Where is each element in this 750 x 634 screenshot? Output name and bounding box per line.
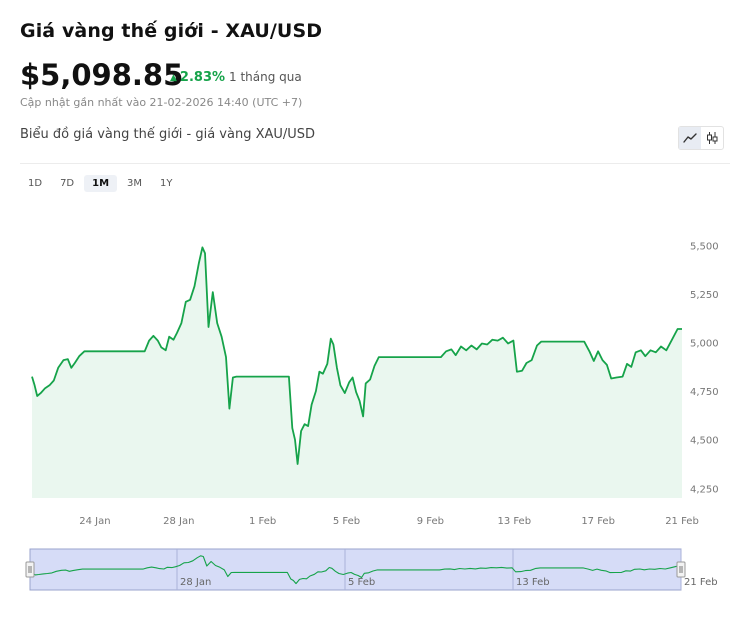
handle-body bbox=[25, 561, 35, 578]
x-tick-label: 13 Feb bbox=[497, 516, 531, 527]
navigator-label: 21 Feb bbox=[684, 577, 718, 588]
x-tick-label: 17 Feb bbox=[581, 516, 615, 527]
price-area bbox=[32, 247, 682, 498]
chart-subtitle: Biểu đồ giá vàng thế giới - giá vàng XAU… bbox=[20, 127, 316, 142]
navigator-label: 28 Jan bbox=[180, 577, 211, 588]
chart-type-toggle bbox=[678, 126, 724, 150]
navigator-label: 13 Feb bbox=[516, 577, 550, 588]
candlestick-icon bbox=[707, 132, 718, 144]
x-tick-label: 1 Feb bbox=[249, 516, 276, 527]
navigator-right-handle[interactable] bbox=[676, 561, 686, 578]
header-divider bbox=[20, 163, 730, 164]
range-button-1d[interactable]: 1D bbox=[28, 178, 43, 189]
navigator-label: 5 Feb bbox=[348, 577, 375, 588]
y-tick-label: 5,500 bbox=[690, 241, 719, 252]
range-button-1y[interactable]: 1Y bbox=[160, 178, 173, 189]
x-tick-label: 21 Feb bbox=[665, 516, 699, 527]
last-updated: Cập nhật gần nhất vào 21-02-2026 14:40 (… bbox=[20, 96, 303, 109]
y-tick-label: 4,500 bbox=[690, 436, 719, 447]
price-change: ▲ 2.83% 1 tháng qua bbox=[170, 70, 302, 85]
y-tick-label: 5,000 bbox=[690, 339, 719, 350]
range-button-7d[interactable]: 7D bbox=[60, 178, 75, 189]
range-button-1m[interactable]: 1M bbox=[84, 175, 118, 192]
handle-body bbox=[676, 561, 686, 578]
line-chart-icon bbox=[683, 133, 697, 143]
x-tick-label: 24 Jan bbox=[79, 516, 110, 527]
range-selector: 1D 7D 1M 3M 1Y bbox=[20, 175, 181, 192]
y-tick-label: 5,250 bbox=[690, 290, 719, 301]
y-tick-label: 4,250 bbox=[690, 484, 719, 495]
navigator-line bbox=[29, 555, 681, 585]
range-button-3m[interactable]: 3M bbox=[127, 178, 143, 189]
change-percent: 2.83% bbox=[179, 70, 226, 85]
candlestick-button[interactable] bbox=[701, 127, 723, 149]
x-tick-label: 5 Feb bbox=[333, 516, 360, 527]
x-tick-label: 28 Jan bbox=[163, 516, 194, 527]
up-arrow-icon: ▲ bbox=[170, 73, 177, 83]
change-period: 1 tháng qua bbox=[229, 70, 302, 84]
price-line bbox=[31, 246, 682, 465]
page-title: Giá vàng thế giới - XAU/USD bbox=[20, 20, 323, 42]
current-price: $5,098.85 bbox=[20, 58, 184, 92]
line-chart-button[interactable] bbox=[679, 127, 701, 149]
x-tick-label: 9 Feb bbox=[417, 516, 444, 527]
y-tick-label: 4,750 bbox=[690, 387, 719, 398]
navigator-left-handle[interactable] bbox=[25, 561, 35, 578]
